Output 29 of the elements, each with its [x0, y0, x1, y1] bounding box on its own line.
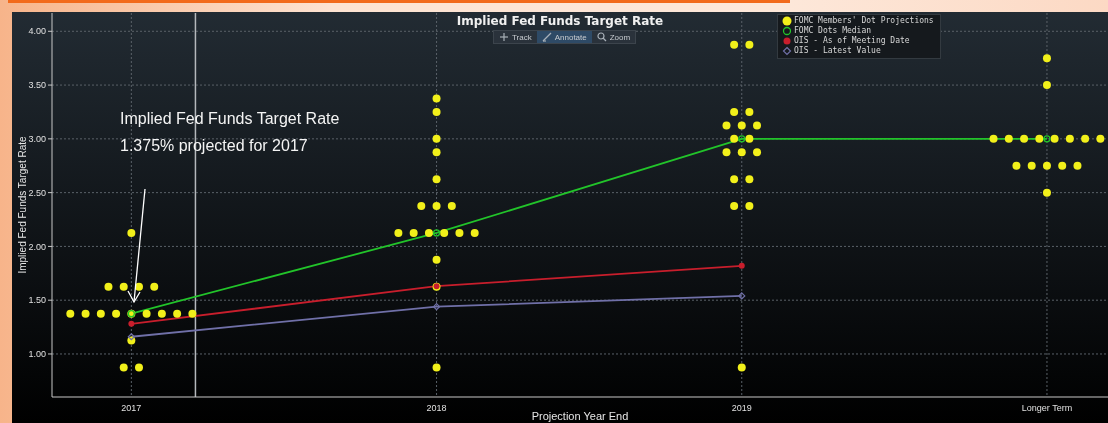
- legend-label: FOMC Dots Median: [794, 26, 872, 36]
- annotation: Track: [512, 32, 532, 42]
- legend-label: FOMC Members' Dot Projections: [794, 16, 934, 26]
- x-tick-label: 2018: [426, 403, 447, 414]
- y-tick-label: 3.00: [28, 134, 46, 145]
- y-tick-label: 4.00: [28, 26, 46, 37]
- x-tick-label: 2017: [121, 403, 142, 414]
- point: [738, 262, 745, 269]
- x-axis-title: Projection Year End: [531, 410, 629, 422]
- x-tick-label: Longer Term: [1021, 403, 1073, 414]
- point: [1043, 135, 1051, 143]
- point: [432, 229, 441, 237]
- y-tick-label: 1.00: [28, 349, 46, 360]
- point: [738, 135, 746, 143]
- y-tick-label: 2.00: [28, 241, 46, 252]
- annotation: Annotate: [554, 32, 587, 42]
- legend-label: OIS - As of Meeting Date: [794, 36, 910, 46]
- point: [127, 333, 135, 341]
- point: [738, 292, 746, 300]
- point: [432, 303, 441, 311]
- x-tick-label: 2019: [731, 403, 752, 414]
- y-tick-label: 2.50: [28, 187, 46, 198]
- chart-title: Implied Fed Funds Target Rate: [456, 14, 664, 28]
- legend-label: OIS - Latest Value: [794, 46, 881, 56]
- annotation: Zoom: [609, 32, 631, 42]
- y-tick-label: 3.50: [28, 80, 46, 91]
- y-axis-title: Implied Fed Funds Target Rate: [16, 136, 28, 274]
- point: [128, 320, 135, 327]
- y-tick-label: 1.50: [28, 295, 46, 306]
